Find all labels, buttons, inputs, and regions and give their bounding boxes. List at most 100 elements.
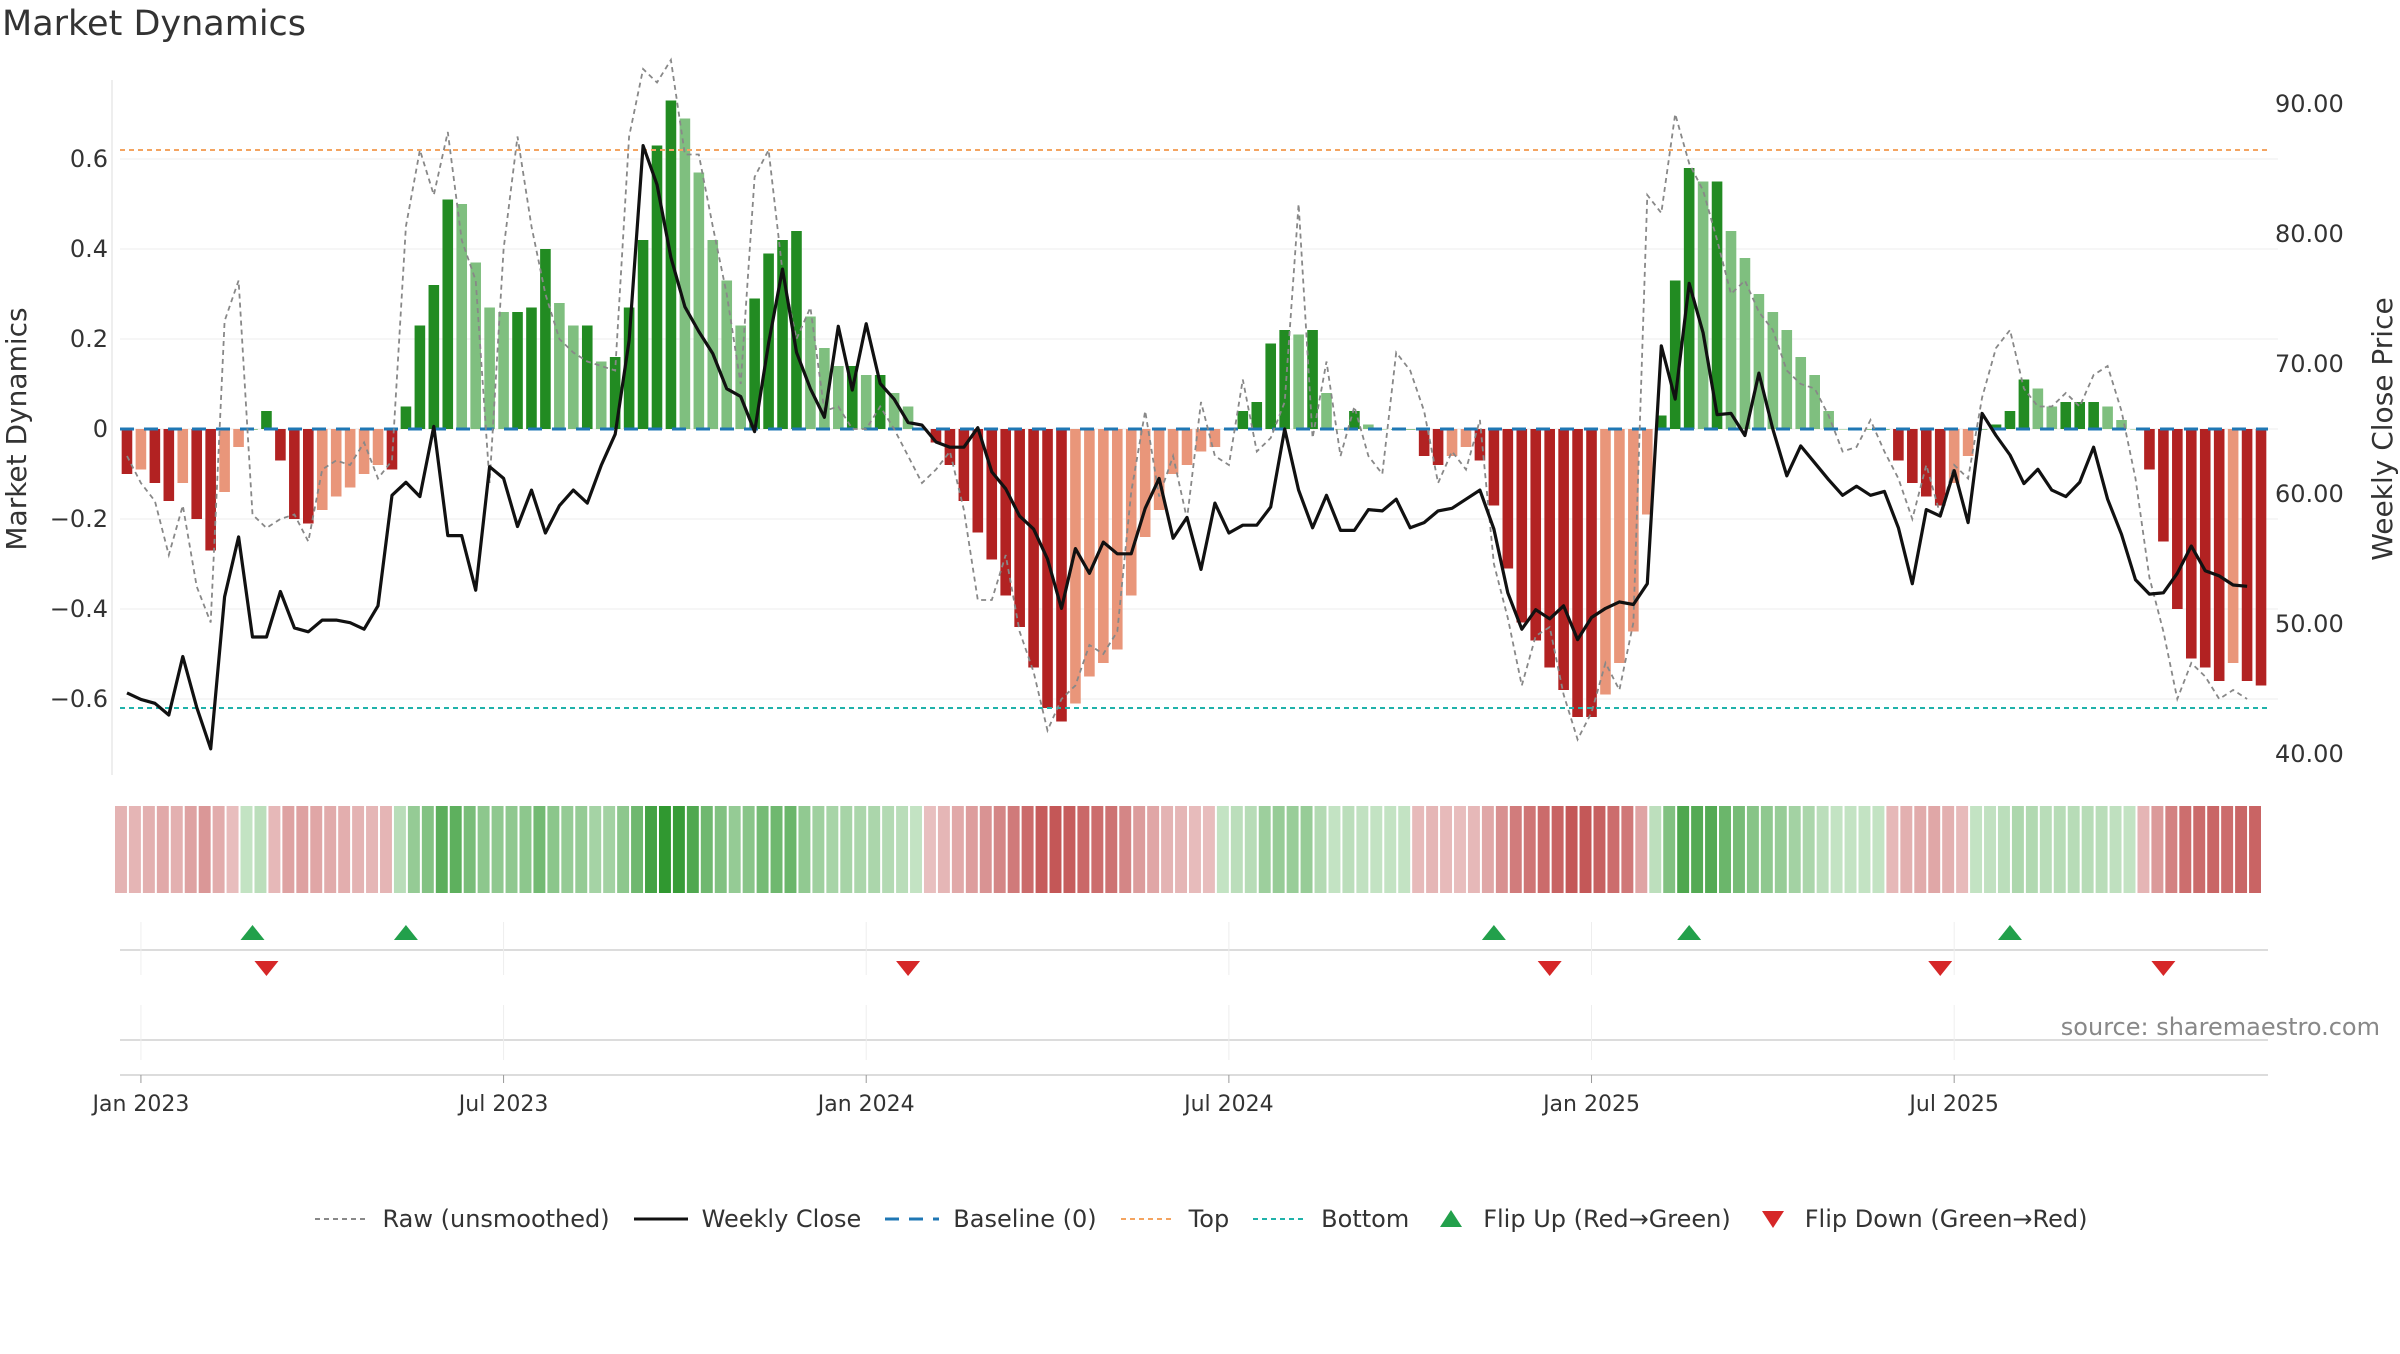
heat-strip-cell <box>533 806 546 893</box>
heat-strip-cell <box>1216 806 1229 893</box>
dynamics-bar <box>456 204 468 429</box>
dynamics-bar <box>1893 429 1904 461</box>
heat-strip-cell <box>1244 806 1257 893</box>
heat-strip-cell <box>1440 806 1453 893</box>
heat-strip-cell <box>2109 806 2122 893</box>
y-tick-label: −0.6 <box>50 685 108 713</box>
heat-strip-cell <box>324 806 337 893</box>
dynamics-bar <box>1516 429 1528 623</box>
dynamics-bar <box>1711 181 1723 429</box>
heat-strip-cell <box>1133 806 1146 893</box>
legend-item-baseline: Baseline (0) <box>883 1205 1097 1233</box>
dynamics-bar <box>1655 415 1667 429</box>
legend-label: Flip Down (Green→Red) <box>1804 1205 2088 1233</box>
dynamics-bar <box>1530 429 1542 641</box>
dynamics-bar <box>2060 402 2072 429</box>
heat-strip-cell <box>2011 806 2024 893</box>
y-tick-label: −0.4 <box>50 595 108 623</box>
x-tick-label: Jan 2025 <box>1541 1092 1640 1117</box>
heat-strip-cell <box>1816 806 1829 893</box>
dynamics-bar <box>512 312 523 429</box>
dynamics-bar <box>1363 424 1374 429</box>
dynamics-bar <box>149 429 161 483</box>
heat-strip-cell <box>1202 806 1215 893</box>
dynamics-bar <box>1251 402 1263 429</box>
heat-strip-cell <box>686 806 699 893</box>
dynamics-bar <box>581 325 593 429</box>
heat-strip-cell <box>1997 806 2010 893</box>
dynamics-bar <box>665 100 677 429</box>
legend-top-swatch <box>1120 1218 1175 1220</box>
dynamics-bar <box>205 429 216 551</box>
dynamics-bar <box>1474 429 1486 461</box>
heat-strip-cell <box>519 806 532 893</box>
y-tick-label: 0.2 <box>70 325 108 353</box>
dynamics-bar <box>1642 429 1653 515</box>
heat-strip-cell <box>463 806 476 893</box>
dynamics-bar <box>2004 411 2016 429</box>
heat-strip-cell <box>1635 806 1648 893</box>
dynamics-bar <box>428 285 440 429</box>
heat-strip-cell <box>421 806 434 893</box>
heat-strip-cell <box>923 806 936 893</box>
heat-strip-cell <box>156 806 169 893</box>
dynamics-bar <box>1809 375 1820 429</box>
heat-strip-cell <box>1077 806 1090 893</box>
dynamics-bar <box>707 240 719 429</box>
heat-strip-cell <box>2221 806 2234 893</box>
dynamics-bar <box>526 307 537 429</box>
heat-strip-cell <box>435 806 448 893</box>
heat-strip-cell <box>282 806 295 893</box>
dynamics-bar <box>1837 429 1848 430</box>
dynamics-bar <box>1948 429 1960 483</box>
heat-strip-cell <box>728 806 741 893</box>
heat-strip-cell <box>1746 806 1759 893</box>
dynamics-bar <box>1795 357 1807 429</box>
heat-strip-cell <box>1300 806 1313 893</box>
legend-item-raw: Raw (unsmoothed) <box>313 1205 610 1233</box>
heat-strip-cell <box>1467 806 1480 893</box>
dynamics-bar <box>1446 429 1458 456</box>
dynamics-bar <box>1000 429 1012 596</box>
legend: Raw (unsmoothed) Weekly Close Baseline (… <box>0 1205 2400 1233</box>
dynamics-bar <box>846 366 858 429</box>
heat-strip-cell <box>882 806 895 893</box>
dynamics-bar <box>1307 330 1318 429</box>
dynamics-bar <box>1934 429 1946 506</box>
heat-strip-cell <box>2151 806 2164 893</box>
heat-strip-cell <box>2095 806 2108 893</box>
dynamics-bar <box>874 375 886 429</box>
legend-item-flip-up: Flip Up (Red→Green) <box>1431 1205 1731 1233</box>
heat-strip-cell <box>1481 806 1494 893</box>
heat-strip-cell <box>1021 806 1034 893</box>
heat-strip-cell <box>1007 806 1020 893</box>
dynamics-bar <box>1739 258 1751 429</box>
heat-strip-cell <box>1537 806 1550 893</box>
heat-strip-cell <box>896 806 909 893</box>
dynamics-bar <box>1600 429 1611 695</box>
heat-strip-cell <box>1760 806 1773 893</box>
heat-strip-cell <box>798 806 811 893</box>
dynamics-bar <box>2144 429 2155 470</box>
heat-strip-cell <box>1956 806 1969 893</box>
dynamics-bar <box>1098 429 1109 663</box>
heat-strip-cell <box>1649 806 1662 893</box>
dynamics-bar <box>191 429 203 519</box>
dynamics-bar <box>1920 429 1932 497</box>
dynamics-bar <box>1683 168 1695 429</box>
dynamics-bar <box>358 429 370 474</box>
legend-item-top: Top <box>1119 1205 1229 1233</box>
dynamics-bar <box>121 429 133 474</box>
y-axis-title: Market Dynamics <box>0 307 33 550</box>
heat-strip-cell <box>589 806 602 893</box>
dynamics-bar <box>1781 330 1793 429</box>
heat-strip-cell <box>840 806 853 893</box>
legend-label: Weekly Close <box>701 1205 862 1233</box>
flip-up-marker <box>1677 925 1702 940</box>
heat-strip-cell <box>826 806 839 893</box>
heat-strip-cell <box>1872 806 1885 893</box>
heat-strip-cell <box>1802 806 1815 893</box>
heat-strip-cell <box>1035 806 1048 893</box>
dynamics-bar <box>498 312 509 429</box>
heat-strip-cell <box>1621 806 1634 893</box>
